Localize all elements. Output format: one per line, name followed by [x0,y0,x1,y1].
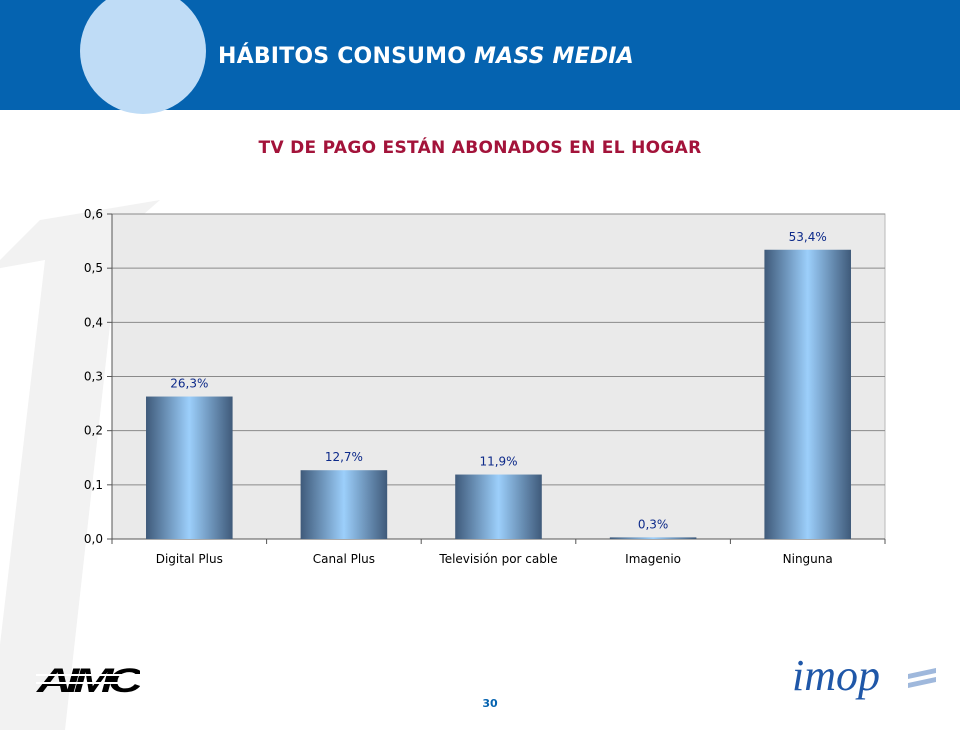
data-label: 12,7% [325,450,363,464]
y-tick-label: 0,4 [84,315,103,329]
header-circle-decoration [80,0,206,114]
y-tick-label: 0,6 [84,207,103,221]
x-tick-label: Digital Plus [156,552,223,566]
y-tick-label: 0,5 [84,261,103,275]
x-tick-label: Canal Plus [313,552,375,566]
data-label: 26,3% [170,377,208,391]
aimc-logo: AIMC [36,662,140,696]
slide-title-italic: MASS MEDIA [474,44,634,69]
svg-text:imop: imop [792,652,880,700]
x-tick-label: Imagenio [625,552,681,566]
chart-title: TV DE PAGO ESTÁN ABONADOS EN EL HOGAR [258,138,702,158]
slide-title-main: HÁBITOS CONSUMO [218,44,467,69]
page-number: 30 [482,697,498,710]
bar [455,474,542,539]
slide-title: HÁBITOS CONSUMO MASS MEDIA [218,44,634,69]
imop-logo: imop [792,652,936,700]
data-label: 0,3% [638,517,669,531]
y-tick-label: 0,0 [84,532,103,546]
bar [300,470,388,539]
x-tick-label: Televisión por cable [438,552,557,566]
y-tick-label: 0,1 [84,478,103,492]
svg-text:AIMC: AIMC [36,662,140,696]
bar [146,396,233,539]
data-label: 53,4% [789,230,827,244]
bar [764,249,851,539]
x-tick-label: Ninguna [783,552,833,566]
bar [609,537,697,539]
data-label: 11,9% [479,455,517,469]
y-tick-label: 0,2 [84,424,103,438]
y-tick-label: 0,3 [84,370,103,384]
